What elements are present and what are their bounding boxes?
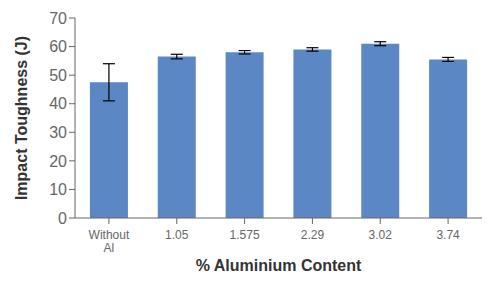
svg-text:60: 60 xyxy=(49,38,67,55)
svg-text:1.575: 1.575 xyxy=(230,228,260,242)
svg-text:10: 10 xyxy=(49,181,67,198)
svg-text:30: 30 xyxy=(49,124,67,141)
svg-text:40: 40 xyxy=(49,95,67,112)
svg-text:3.02: 3.02 xyxy=(369,228,393,242)
svg-text:1.05: 1.05 xyxy=(165,228,189,242)
svg-text:Impact Toughness (J): Impact Toughness (J) xyxy=(13,36,30,200)
svg-text:WithoutAl: WithoutAl xyxy=(89,228,130,255)
svg-text:0: 0 xyxy=(58,210,67,227)
svg-text:2.29: 2.29 xyxy=(301,228,325,242)
svg-text:3.74: 3.74 xyxy=(436,228,460,242)
svg-text:50: 50 xyxy=(49,67,67,84)
svg-text:% Aluminium Content: % Aluminium Content xyxy=(196,257,362,274)
svg-text:70: 70 xyxy=(49,10,67,27)
svg-text:20: 20 xyxy=(49,153,67,170)
